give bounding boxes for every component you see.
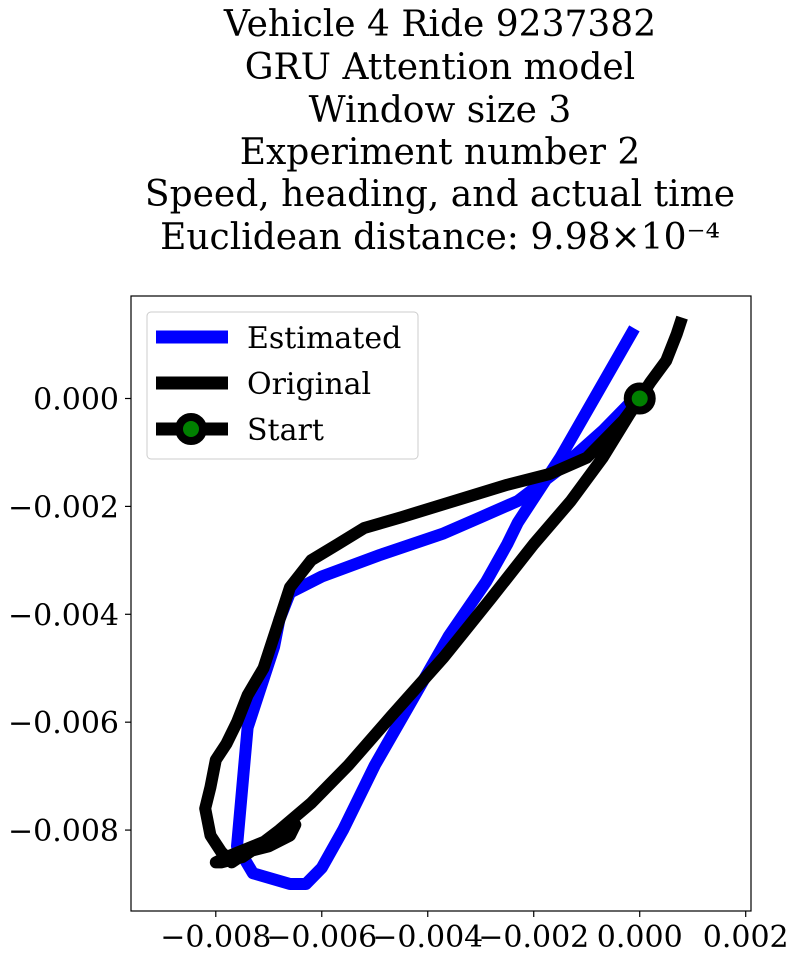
- x-tick-label: −0.002: [478, 920, 589, 955]
- x-tick-label: −0.006: [266, 920, 377, 955]
- legend-start-marker: [175, 413, 207, 445]
- y-tick-label: −0.004: [8, 598, 119, 633]
- x-axis: −0.008−0.006−0.004−0.002 0.000 0.002: [160, 911, 789, 955]
- title-line-1: Vehicle 4 Ride 9237382: [223, 4, 656, 45]
- original-trajectory-line: [199, 315, 688, 869]
- legend-label-estimated: Estimated: [247, 321, 401, 356]
- title-line-6: Euclidean distance: 9.98×10⁻⁴: [160, 217, 720, 258]
- chart-title: Vehicle 4 Ride 9237382 GRU Attention mod…: [145, 4, 735, 258]
- x-tick-label: 0.002: [703, 920, 789, 955]
- title-line-5: Speed, heading, and actual time: [145, 174, 735, 215]
- x-tick-label: −0.004: [372, 920, 483, 955]
- y-tick-label: −0.002: [8, 490, 119, 525]
- legend-label-original: Original: [247, 367, 371, 402]
- plot-frame: [130, 295, 752, 912]
- title-line-2: GRU Attention model: [245, 47, 635, 88]
- x-tick-label: 0.000: [597, 920, 683, 955]
- estimated-trajectory-line: [231, 325, 640, 890]
- y-axis: 0.000 −0.002 −0.004 −0.006 −0.008: [8, 383, 131, 849]
- x-tick-label: −0.008: [160, 920, 271, 955]
- y-tick-label: −0.008: [8, 814, 119, 849]
- y-tick-label: 0.000: [33, 383, 119, 418]
- legend: Estimated Original Start: [146, 311, 419, 460]
- title-line-4: Experiment number 2: [240, 132, 641, 173]
- series-layer: [199, 315, 688, 890]
- y-tick-label: −0.006: [8, 706, 119, 741]
- legend-label-start: Start: [247, 413, 324, 448]
- start-marker: [623, 382, 656, 415]
- title-line-3: Window size 3: [309, 90, 572, 131]
- legend-box: [146, 311, 419, 460]
